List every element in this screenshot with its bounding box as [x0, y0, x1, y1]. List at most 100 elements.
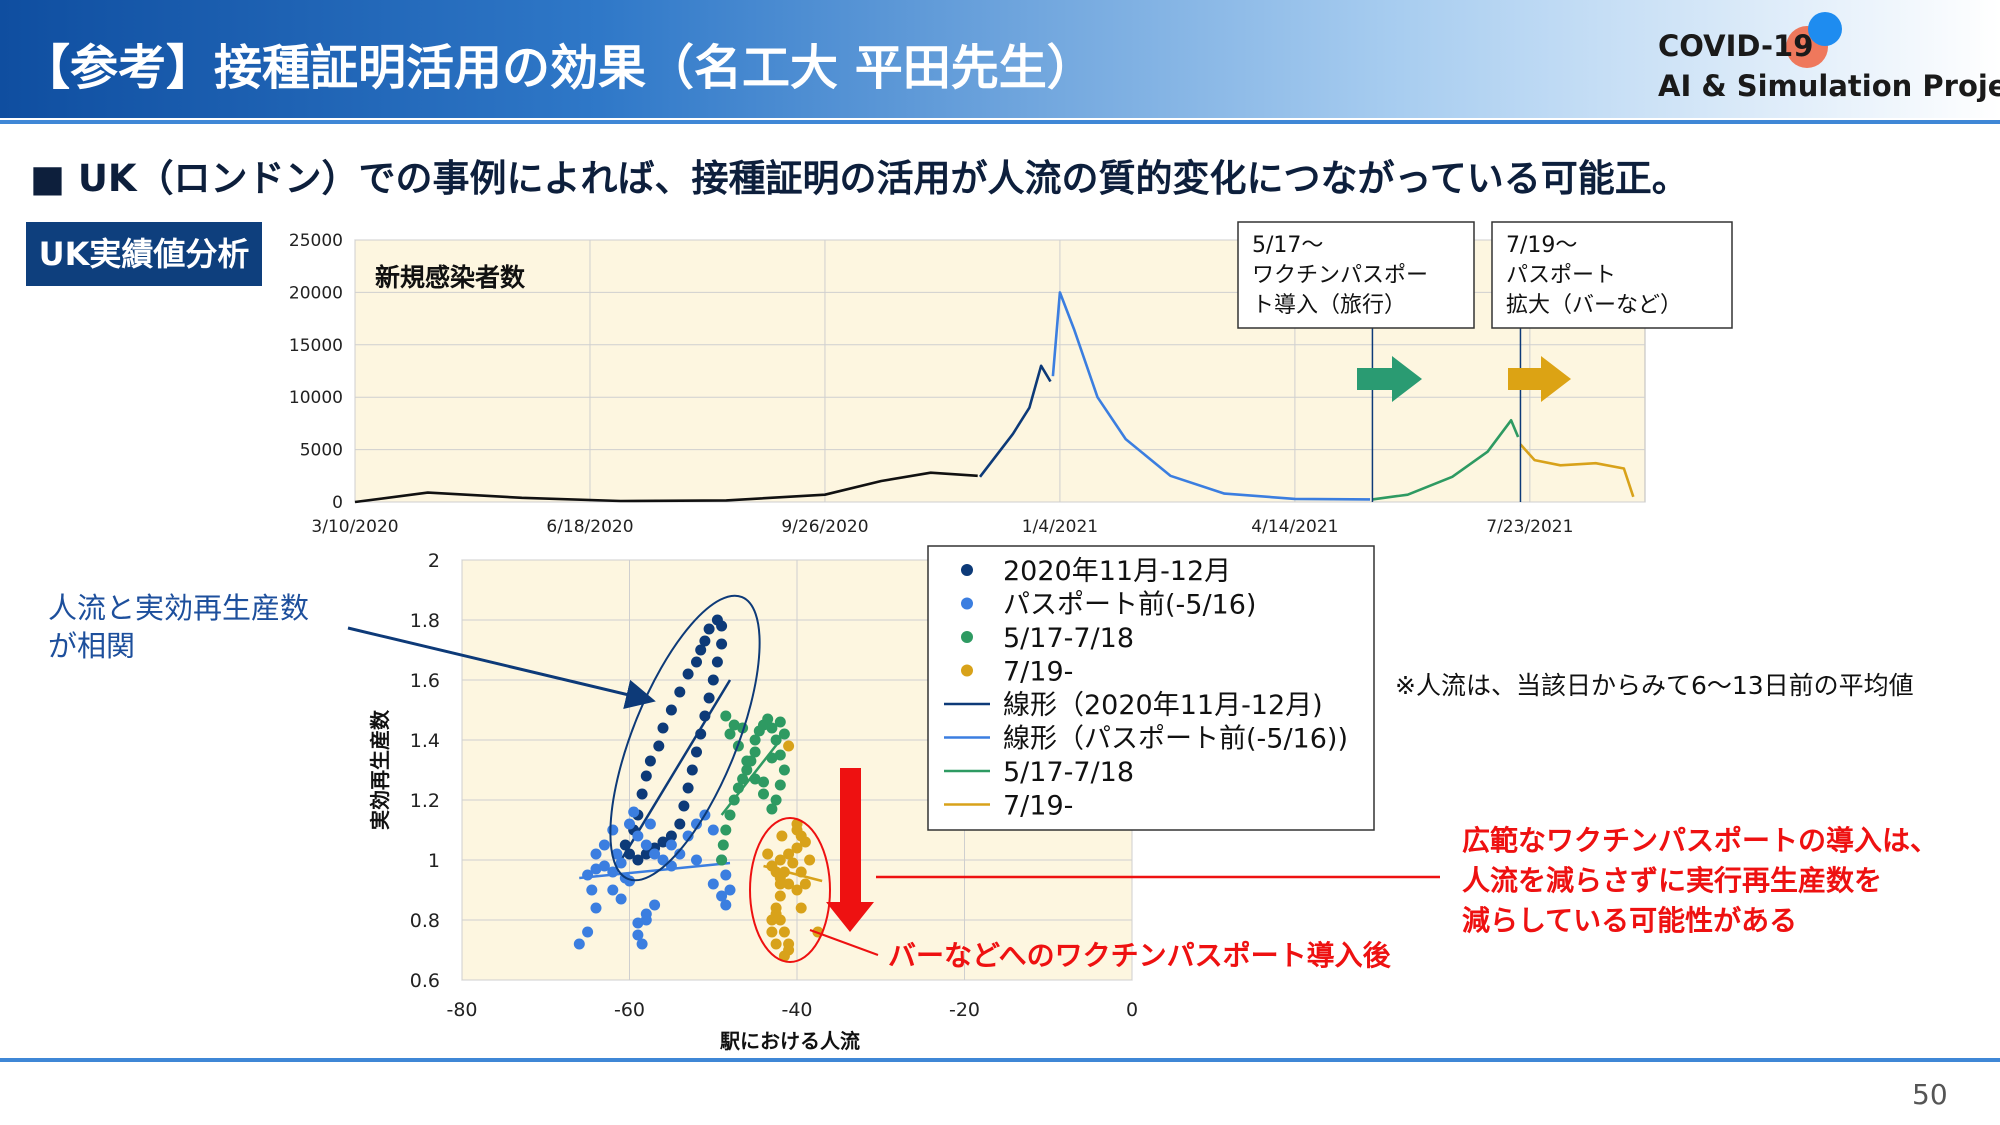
scatter-y-label: 実効再生産数: [368, 709, 392, 830]
slide-title: 【参考】接種証明活用の効果（名工大 平田先生）: [22, 40, 1095, 96]
post-bar-note: バーなどへのワクチンパスポート導入後: [888, 939, 1392, 972]
scatter-point: [720, 869, 732, 881]
scatter-point: [716, 854, 728, 866]
scatter-point: [674, 686, 686, 698]
scatter-point: [716, 620, 728, 632]
scatter-point: [615, 857, 627, 869]
scatter-point: [766, 752, 778, 764]
scatter-point: [682, 782, 694, 794]
annotation-line: 拡大（バーなど）: [1506, 293, 1682, 318]
scatter-point: [640, 770, 652, 782]
scatter-point: [728, 794, 740, 806]
annotation-line: ト導入（旅行）: [1252, 293, 1406, 318]
scatter-point: [774, 749, 786, 761]
cases-series-line: [1372, 418, 1520, 501]
scatter-point: [795, 902, 807, 914]
scatter-x-tick: 0: [1126, 999, 1138, 1021]
scatter-point: [774, 779, 786, 791]
scatter-point: [695, 644, 707, 656]
scatter-point: [691, 854, 702, 866]
legend-label: 7/19-: [1003, 791, 1073, 822]
scatter-point: [758, 776, 769, 788]
scatter-point: [657, 722, 669, 734]
scatter-point: [795, 866, 807, 878]
scatter-point: [774, 890, 786, 902]
scatter-point: [778, 728, 790, 740]
scatter-point: [665, 830, 677, 842]
cases-series-line: [978, 364, 1052, 478]
scatter-point: [776, 830, 788, 842]
project-logo: COVID-19 AI & Simulation Project: [1658, 26, 2000, 106]
scatter-point: [770, 908, 782, 920]
scatter-point: [778, 926, 790, 938]
scatter-point: [699, 710, 711, 722]
scatter-point: [657, 854, 669, 866]
scatter-point: [607, 884, 619, 896]
scatter-point: [582, 926, 594, 938]
scatter-point: [699, 635, 711, 647]
scatter-point: [653, 740, 665, 752]
logo-dot-icon: [1808, 12, 1842, 46]
correlation-note-line: が相関: [48, 629, 135, 663]
scatter-x-tick: -80: [446, 999, 477, 1021]
cases-x-tick: 7/23/2021: [1486, 517, 1573, 537]
scatter-point: [703, 692, 715, 704]
scatter-point: [791, 884, 803, 896]
scatter-point: [783, 848, 795, 860]
scatter-point: [598, 860, 610, 872]
scatter-point: [720, 899, 732, 911]
scatter-point: [657, 836, 669, 848]
footer-divider: [0, 1058, 2000, 1062]
mobility-footnote: ※人流は、当該日からみて6～13日前の平均値: [1395, 671, 1914, 700]
annotation-line: 5/17～: [1252, 233, 1323, 258]
cases-markers: [1371, 328, 1522, 502]
scatter-point: [762, 848, 774, 860]
scatter-point: [774, 716, 786, 728]
red-down-arrow-icon: [826, 768, 874, 932]
cases-axes: 0 5000 10000 15000 20000 25000 3/10/2020 6/18/2…: [289, 231, 1574, 537]
scatter-point: [717, 839, 729, 851]
cases-y-tick: 0: [332, 493, 343, 513]
scatter-point: [766, 722, 778, 734]
scatter-x-tick: -60: [614, 999, 645, 1021]
scatter-point: [590, 863, 602, 875]
scatter-y-tick: 0.6: [410, 970, 440, 992]
legend-label: 線形（パスポート前(-5/16)): [1003, 724, 1348, 755]
cases-x-tick: 1/4/2021: [1022, 517, 1098, 537]
scatter-point: [632, 917, 644, 929]
annotation-box-passport-travel: 5/17～ ワクチンパスポー ト導入（旅行）: [1237, 221, 1475, 329]
scatter-point: [720, 824, 732, 836]
scatter-point: [686, 764, 698, 776]
correlation-ellipse: [609, 594, 761, 882]
scatter-point: [691, 746, 702, 758]
scatter-point: [644, 755, 656, 767]
scatter-x-label: 駅における人流: [719, 1029, 860, 1053]
annotation-box-passport-bars: 7/19～ パスポート 拡大（バーなど）: [1491, 221, 1733, 329]
cases-chart-title: 新規感染者数: [375, 263, 526, 292]
conclusion-line: 人流を減らさずに実行再生産数を: [1462, 864, 1882, 897]
scatter-point: [649, 848, 661, 860]
scatter-point: [586, 884, 598, 896]
cases-y-tick: 15000: [289, 336, 343, 356]
scatter-point: [720, 710, 732, 722]
scatter-point: [766, 926, 778, 938]
legend-label: パスポート前(-5/16): [1003, 590, 1256, 621]
cases-x-tick: 4/14/2021: [1251, 517, 1338, 537]
scatter-point: [707, 878, 719, 890]
red-pointer-line: [809, 929, 879, 956]
section-badge: UK実績値分析: [26, 222, 262, 286]
scatter-point: [732, 782, 744, 794]
scatter-point: [640, 839, 652, 851]
scatter-axes: 0.6 0.8 1 1.2 1.4 1.6 1.8 2 -80 -60 -40 -20 0: [410, 550, 1138, 1021]
scatter-legend: 2020年11月-12月パスポート前(-5/16)5/17-7/187/19-線…: [927, 545, 1375, 831]
trend-line: [579, 861, 731, 880]
scatter-point: [737, 773, 749, 785]
scatter-point: [799, 836, 811, 848]
header-banner: [0, 0, 2000, 118]
scatter-point: [640, 908, 652, 920]
cases-series: [354, 291, 1635, 504]
cases-y-tick: 10000: [289, 388, 343, 408]
cases-series-line: [1051, 291, 1371, 501]
scatter-point: [691, 818, 702, 830]
legend-label: 2020年11月-12月: [1003, 556, 1231, 587]
